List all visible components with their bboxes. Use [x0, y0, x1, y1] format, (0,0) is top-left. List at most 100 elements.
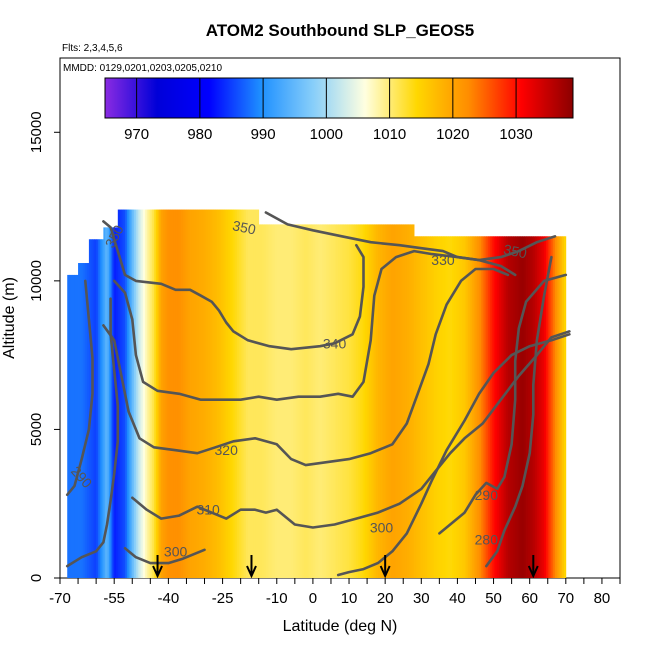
y-axis: 0 5000 10000 15000 — [28, 111, 60, 582]
contour-340 — [102, 220, 365, 351]
heatmap-cell — [70, 274, 74, 578]
contour-label: 300 — [164, 543, 188, 559]
heatmap-cell — [161, 209, 164, 579]
heatmap-cell — [486, 236, 489, 579]
heatmap-cell — [502, 236, 505, 579]
heatmap-cell — [226, 209, 229, 579]
heatmap-cell — [130, 209, 133, 579]
colorbar-tick-label: 1020 — [436, 126, 469, 143]
heatmap-cell — [278, 224, 281, 578]
heatmap-cell — [85, 263, 88, 578]
heatmap-cell — [72, 274, 75, 578]
heatmap-cell — [126, 209, 130, 579]
heatmap-cell — [511, 236, 514, 579]
heatmap-cell — [325, 224, 328, 578]
heatmap-cell — [240, 209, 243, 579]
heatmap-cell — [260, 224, 263, 578]
heatmap-cell — [144, 209, 148, 579]
heatmap-cell — [433, 236, 437, 579]
heatmap-cell — [321, 224, 325, 578]
heatmap-cell — [479, 236, 482, 579]
heatmap-cell — [197, 209, 200, 579]
heatmap-cell — [166, 209, 169, 579]
heatmap-cell — [97, 239, 101, 578]
contour-label: 350 — [231, 217, 257, 238]
heatmap-cell — [480, 236, 484, 579]
heatmap-cell — [312, 224, 316, 578]
heatmap-cell — [459, 236, 462, 579]
heatmap-cell — [396, 224, 399, 578]
heatmap-cell — [428, 236, 431, 579]
heatmap-cell — [186, 209, 189, 579]
colorbar-tick-label: 1030 — [499, 126, 532, 143]
heatmap-cell — [455, 236, 458, 579]
y-tick-label: 10000 — [28, 260, 45, 302]
heatmap-cell — [193, 209, 196, 579]
heatmap-cell — [383, 224, 386, 578]
heatmap-cell — [155, 209, 158, 579]
x-tick-label: 60 — [521, 590, 538, 607]
contour-label: 350 — [502, 241, 528, 262]
heatmap-cell — [157, 209, 160, 579]
contour-label: 280 — [475, 531, 499, 547]
heatmap-cell — [318, 224, 321, 578]
heatmap-cell — [424, 236, 428, 579]
heatmap-cell — [244, 209, 247, 579]
heatmap-cell — [368, 224, 372, 578]
heatmap-cell — [415, 236, 419, 579]
heatmap-cell — [247, 209, 251, 579]
contour-label: 310 — [196, 502, 220, 518]
heatmap-cell — [430, 236, 433, 579]
heatmap-cell — [148, 209, 151, 579]
heatmap-cell — [394, 224, 397, 578]
heatmap-cell — [311, 224, 314, 578]
heatmap-cell — [556, 236, 559, 579]
heatmap-cell — [536, 236, 540, 579]
colorbar-tick-label: 1010 — [373, 126, 406, 143]
x-tick-label: -10 — [266, 590, 288, 607]
heatmap-cell — [289, 224, 292, 578]
heatmap-cell — [81, 263, 84, 578]
heatmap-cell — [457, 236, 460, 579]
heatmap-cell — [79, 263, 83, 578]
contour-290 — [65, 279, 94, 497]
heatmap-cell — [374, 224, 377, 578]
heatmap-cell — [195, 209, 198, 579]
heatmap-cell — [222, 209, 225, 579]
heatmap-cell — [238, 209, 242, 579]
heatmap-cell — [399, 224, 402, 578]
colorbar-gradient — [104, 77, 574, 119]
heatmap-cell — [114, 227, 117, 578]
heatmap-cell — [410, 224, 413, 578]
heatmap-cell — [359, 224, 363, 578]
x-tick-label: 10 — [341, 590, 358, 607]
x-tick-label: 20 — [377, 590, 394, 607]
heatmap-cell — [298, 224, 301, 578]
heatmap-cell — [372, 224, 375, 578]
heatmap-cell — [352, 224, 355, 578]
heatmap-cell — [121, 209, 124, 579]
contour-300 — [123, 547, 206, 565]
heatmap-cell — [473, 236, 476, 579]
heatmap-cell — [168, 209, 171, 579]
heatmap-cell — [237, 209, 240, 579]
heatmap-cell — [305, 224, 308, 578]
heatmap-cell — [256, 209, 260, 579]
heatmap-cell — [76, 274, 79, 578]
heatmap-cell — [323, 224, 326, 578]
heatmap-cell — [273, 224, 276, 578]
heatmap-cell — [209, 209, 213, 579]
heatmap-cell — [146, 209, 149, 579]
heatmap-cell — [345, 224, 348, 578]
heatmap-cell — [551, 236, 554, 579]
heatmap-cell — [190, 209, 193, 579]
heatmap-cell — [386, 224, 390, 578]
heatmap-cell — [508, 236, 511, 579]
heatmap-cell — [542, 236, 545, 579]
heatmap-cell — [217, 209, 220, 579]
heatmap-cell — [329, 224, 332, 578]
heatmap-cell — [224, 209, 227, 579]
colorbar-tick-label: 1000 — [310, 126, 343, 143]
x-tick-label: -25 — [212, 590, 234, 607]
heatmap-cell — [228, 209, 231, 579]
